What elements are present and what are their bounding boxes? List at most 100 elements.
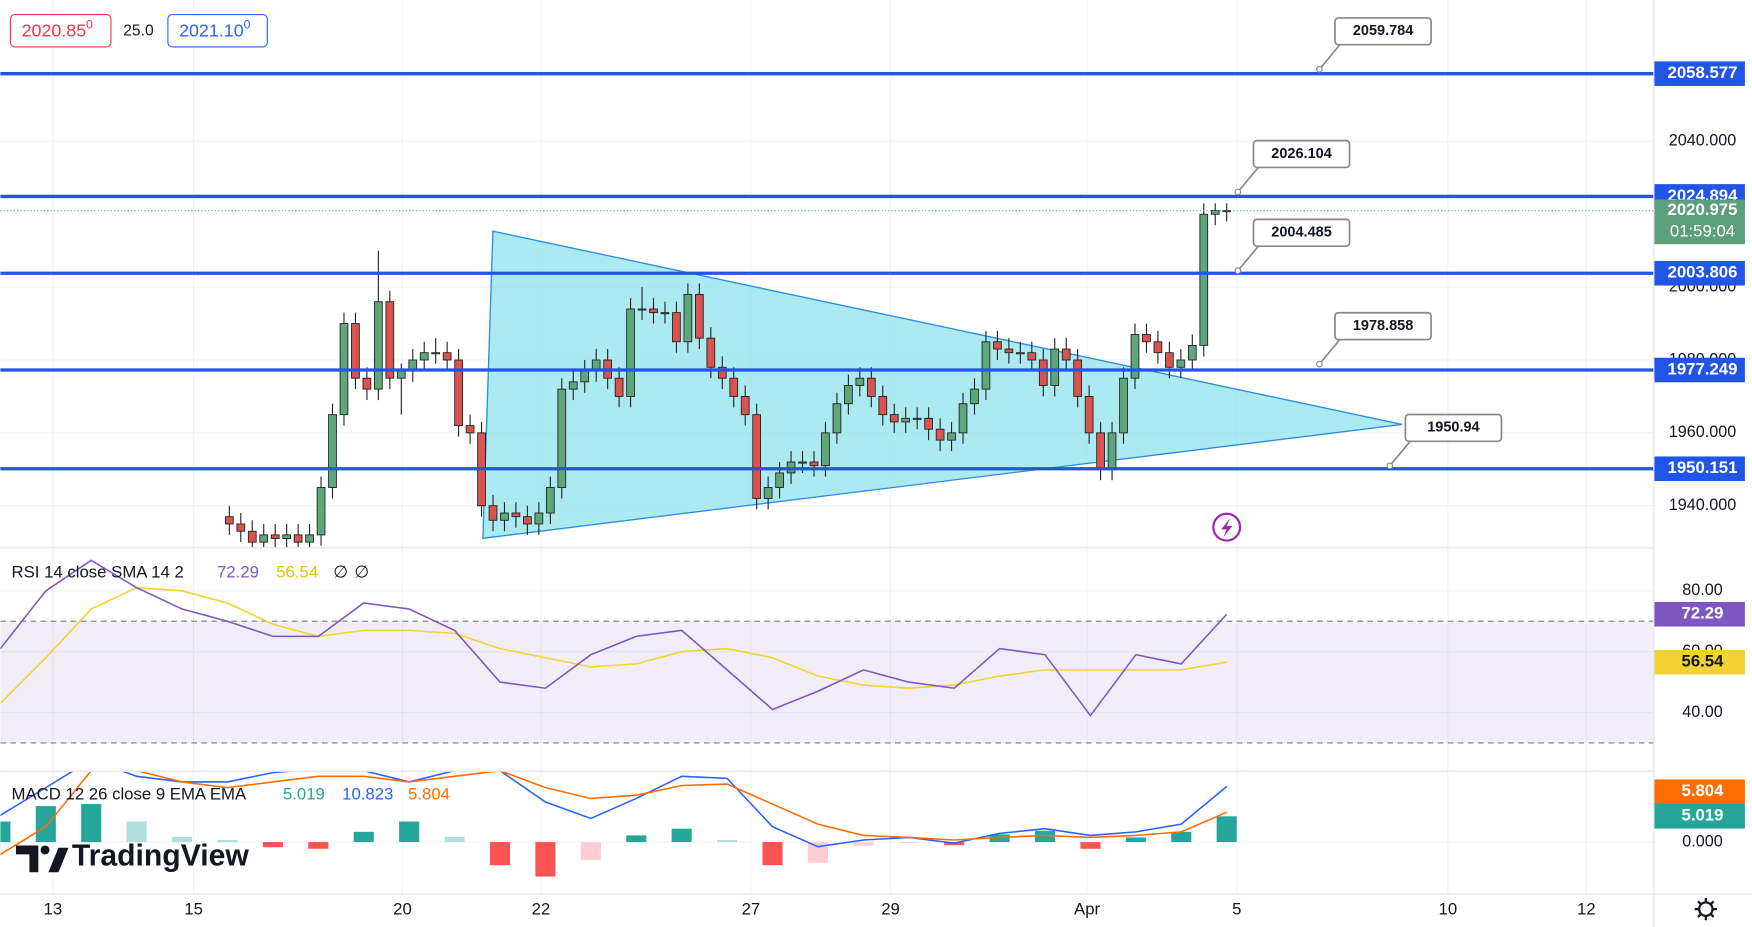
candle-body: [649, 308, 658, 314]
x-tick-label: 15: [184, 900, 203, 919]
candle-body: [1096, 432, 1105, 470]
candle-body: [1084, 395, 1094, 434]
candle-body: [866, 377, 876, 397]
candle-body: [775, 472, 784, 488]
callout-anchor: [1234, 267, 1242, 275]
candle-body: [351, 323, 360, 379]
callout-text: 2059.784: [1353, 23, 1413, 39]
candle-body: [901, 417, 911, 423]
callout-box[interactable]: [1252, 218, 1351, 248]
candle-body: [1210, 210, 1220, 215]
macd-histogram-bar: [626, 835, 647, 843]
candle-body: [1061, 348, 1071, 361]
callout-box[interactable]: [1252, 139, 1351, 169]
candle-body: [1073, 359, 1083, 397]
callout-pointer: [1389, 438, 1413, 467]
candle-body: [1015, 352, 1025, 355]
macd-axis-box: [1654, 779, 1745, 805]
candle-body: [740, 395, 750, 416]
candle-body: [1004, 348, 1014, 354]
candle-body: [557, 388, 567, 488]
callout-pointer: [1237, 243, 1261, 272]
x-tick-label: 27: [742, 900, 761, 919]
ask-price: 2021.100: [179, 18, 251, 40]
candle-body: [729, 377, 739, 397]
candle-body: [832, 403, 842, 434]
logo: TradingView: [16, 840, 249, 873]
macd-histogram-bar: [853, 842, 874, 846]
candle-body: [488, 505, 498, 521]
macd-legend-value: 10.823: [342, 785, 393, 804]
last-price-box: [1654, 199, 1745, 245]
candle-body: [1142, 334, 1151, 343]
macd-legend-value: 5.019: [283, 785, 325, 804]
bid-main: 2020.85: [22, 20, 87, 40]
macd-histogram-bar: [444, 836, 465, 843]
callout-box[interactable]: [1404, 413, 1503, 443]
candle-body: [912, 417, 922, 420]
macd-signal-line: [0, 771, 1228, 856]
macd-histogram-bar: [126, 821, 147, 843]
level-label: 1950.151: [1668, 458, 1738, 477]
x-tick-label: 22: [532, 900, 551, 919]
candle-body: [385, 301, 395, 379]
candle-body: [1153, 341, 1163, 354]
macd-pane: [0, 771, 1237, 877]
candle-body: [1050, 348, 1060, 386]
candle-body: [431, 352, 441, 355]
candle-body: [396, 370, 406, 379]
settings-icon[interactable]: [1694, 897, 1718, 921]
callout-box[interactable]: [1334, 311, 1432, 341]
candle-body: [328, 414, 337, 488]
macd-axis-label: 5.019: [1682, 806, 1724, 825]
callout-pointer: [1318, 336, 1343, 365]
macd-histogram-bar: [399, 821, 420, 843]
callout-box[interactable]: [1334, 17, 1432, 46]
candle-body: [935, 428, 945, 441]
y-tick-label: 2040.000: [1669, 132, 1737, 150]
candle-body: [1176, 359, 1186, 368]
rsi-sma-line: [0, 586, 1227, 704]
candle-body: [844, 385, 853, 405]
alert-icon[interactable]: [1212, 512, 1242, 542]
y-tick-label: 40.00: [1682, 703, 1723, 721]
bid-box[interactable]: [9, 13, 112, 48]
macd-histogram-bar: [35, 806, 56, 843]
macd-histogram-bar: [807, 842, 828, 863]
triangle-drawing[interactable]: [482, 230, 1403, 540]
candle-body: [752, 414, 762, 499]
candle-body: [580, 370, 590, 383]
candle-body: [1027, 352, 1037, 361]
y-tick-label: 0.000: [1682, 832, 1723, 850]
candle-body: [970, 388, 979, 405]
callout-pointer: [1318, 41, 1343, 70]
level-label-box: [1654, 260, 1745, 286]
candle-body: [545, 487, 555, 514]
rsi-legend-value: 56.54: [276, 562, 318, 581]
candle-body: [958, 403, 968, 434]
logo-text: TradingView: [72, 840, 250, 873]
macd-histogram-bar: [172, 836, 193, 843]
macd-histogram-bar: [671, 828, 692, 843]
ask-box[interactable]: [167, 13, 268, 48]
rsi-legend-na: ∅: [333, 562, 348, 581]
rsi-line: [0, 559, 1228, 717]
candle-body: [247, 530, 257, 543]
candle-body: [511, 512, 521, 518]
macd-histogram-bar: [81, 804, 102, 843]
bid-price: 2020.850: [22, 18, 94, 40]
candle-body: [568, 381, 578, 390]
candle-body: [1130, 334, 1140, 379]
candle-body: [362, 377, 372, 390]
macd-legend-title: MACD 12 26 close 9 EMA EMA: [12, 785, 247, 804]
candle-body: [500, 512, 509, 521]
level-label: 2003.806: [1668, 263, 1738, 282]
rsi-pane: [0, 559, 1654, 744]
candle-body: [821, 432, 830, 467]
candle-body: [855, 377, 865, 386]
grid: 2040.0002000.0001980.0001960.0001940.000…: [0, 0, 1737, 894]
macd-histogram-bar: [717, 840, 738, 843]
callout-text: 2004.485: [1271, 225, 1331, 241]
x-tick-label: 10: [1439, 900, 1458, 919]
candle-body: [1038, 359, 1048, 386]
